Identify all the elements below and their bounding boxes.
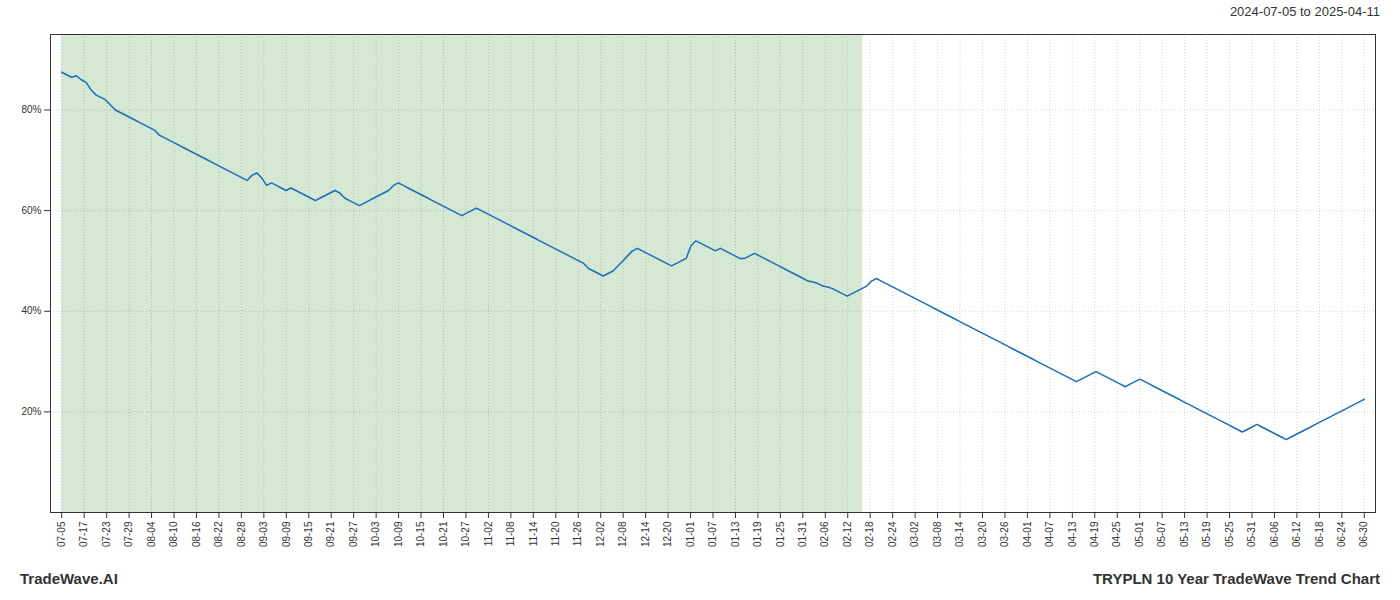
svg-text:08-10: 08-10: [168, 521, 179, 547]
html-text:TRYPLN 10 Year TradeWave Trend: TRYPLN 10 Year TradeWave Trend Chart: [1092, 569, 1380, 587]
html-text:TradeWave.AI: TradeWave.AI: [20, 569, 118, 587]
svg-text:11-20: 11-20: [550, 521, 561, 546]
svg-text:11-26: 11-26: [572, 521, 583, 546]
svg-text:03-20: 03-20: [977, 521, 988, 547]
svg-text:01-31: 01-31: [797, 521, 808, 547]
svg-text:04-07: 04-07: [1044, 521, 1055, 547]
svg-text:03-14: 03-14: [954, 521, 965, 547]
svg-text:07-23: 07-23: [101, 521, 112, 547]
svg-text:06-24: 06-24: [1336, 521, 1347, 547]
svg-text:08-28: 08-28: [236, 521, 247, 547]
svg-text:01-25: 01-25: [775, 521, 786, 547]
svg-text:09-27: 09-27: [348, 521, 359, 547]
svg-text:11-08: 11-08: [505, 521, 516, 546]
svg-text:08-04: 08-04: [146, 521, 157, 547]
svg-text:08-16: 08-16: [191, 521, 202, 547]
svg-text:09-09: 09-09: [281, 521, 292, 547]
svg-text:80%: 80%: [21, 104, 41, 115]
svg-text:07-17: 07-17: [78, 521, 89, 547]
svg-text:05-07: 05-07: [1156, 521, 1167, 547]
svg-text:01-01: 01-01: [685, 521, 696, 547]
svg-text:20%: 20%: [21, 406, 41, 417]
svg-text:05-13: 05-13: [1179, 521, 1190, 547]
svg-text:12-14: 12-14: [640, 521, 651, 547]
svg-text:03-02: 03-02: [909, 521, 920, 547]
svg-text:10-27: 10-27: [460, 521, 471, 547]
svg-text:10-03: 10-03: [370, 521, 381, 547]
svg-text:40%: 40%: [21, 305, 41, 316]
svg-text:04-01: 04-01: [1022, 521, 1033, 547]
svg-text:12-08: 12-08: [617, 521, 628, 547]
svg-text:11-14: 11-14: [528, 521, 539, 546]
svg-text:02-18: 02-18: [864, 521, 875, 547]
svg-text:60%: 60%: [21, 205, 41, 216]
svg-text:12-20: 12-20: [662, 521, 673, 547]
svg-text:05-01: 05-01: [1134, 521, 1145, 547]
svg-text:07-05: 07-05: [56, 521, 67, 547]
svg-text:04-25: 04-25: [1111, 521, 1122, 547]
svg-text:10-15: 10-15: [415, 521, 426, 547]
svg-text:08-22: 08-22: [213, 521, 224, 547]
svg-text:05-31: 05-31: [1246, 521, 1257, 547]
svg-text:11-02: 11-02: [483, 521, 494, 546]
svg-text:10-21: 10-21: [438, 521, 449, 547]
svg-text:02-06: 02-06: [819, 521, 830, 547]
svg-text:07-29: 07-29: [123, 521, 134, 547]
svg-text:02-12: 02-12: [842, 521, 853, 547]
svg-text:06-06: 06-06: [1269, 521, 1280, 547]
html-text:2024-07-05 to 2025-04-11: 2024-07-05 to 2025-04-11: [1229, 3, 1380, 19]
svg-text:06-30: 06-30: [1358, 521, 1369, 547]
svg-text:03-08: 03-08: [932, 521, 943, 547]
svg-text:02-24: 02-24: [887, 521, 898, 547]
svg-text:10-09: 10-09: [393, 521, 404, 547]
svg-text:01-07: 01-07: [707, 521, 718, 547]
svg-text:12-02: 12-02: [595, 521, 606, 547]
svg-text:05-25: 05-25: [1224, 521, 1235, 547]
svg-text:09-21: 09-21: [325, 521, 336, 547]
svg-text:01-19: 01-19: [752, 521, 763, 547]
svg-text:09-15: 09-15: [303, 521, 314, 547]
svg-text:01-13: 01-13: [730, 521, 741, 547]
svg-text:06-18: 06-18: [1314, 521, 1325, 547]
svg-text:06-12: 06-12: [1291, 521, 1302, 547]
svg-text:04-19: 04-19: [1089, 521, 1100, 547]
svg-text:03-26: 03-26: [999, 521, 1010, 547]
svg-text:04-13: 04-13: [1067, 521, 1078, 547]
svg-text:09-03: 09-03: [258, 521, 269, 547]
svg-text:05-19: 05-19: [1201, 521, 1212, 547]
